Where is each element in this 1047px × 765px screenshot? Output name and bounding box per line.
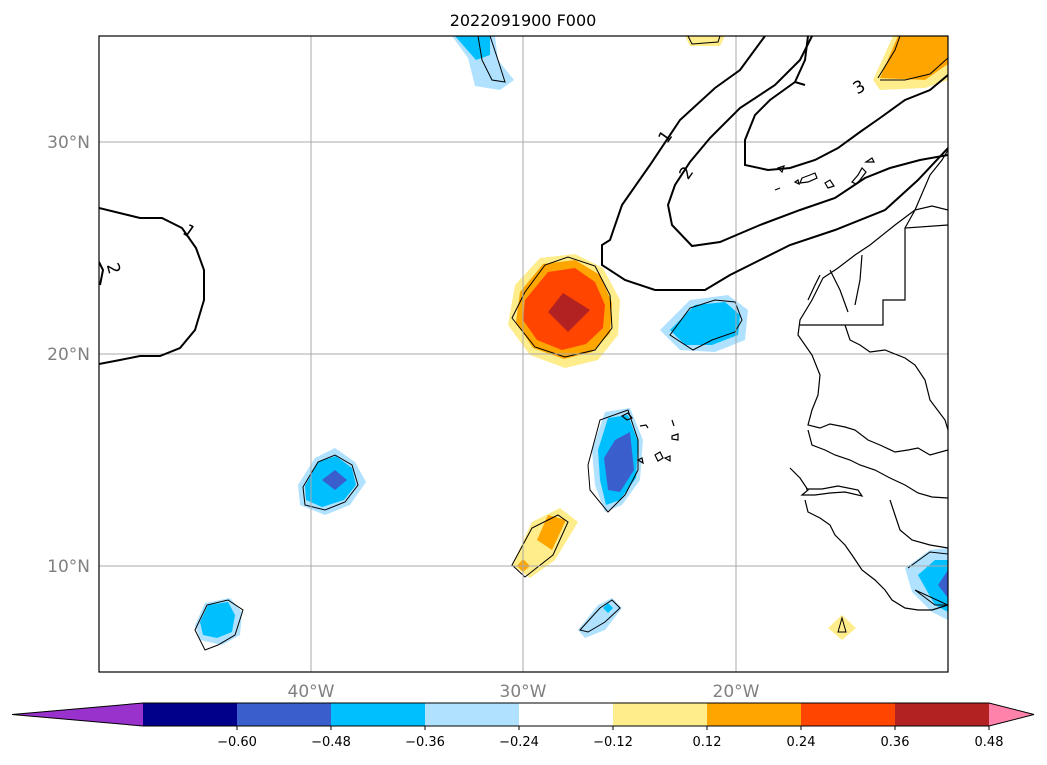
colorbar-tick-label: 0.48 (975, 735, 1004, 750)
colorbar-segment (143, 703, 238, 726)
warm-anomaly-northeast-core (880, 36, 948, 80)
contour-2-east (666, 36, 948, 248)
islands (620, 157, 875, 465)
warm-anomaly-south-core (537, 515, 566, 550)
longitude-labels: 40°W 30°W 20°W (288, 682, 760, 702)
cool-anomaly-east-core (938, 570, 948, 598)
lat-label-30n: 30°N (47, 133, 90, 153)
cool-anomaly-22w-core (670, 302, 740, 345)
colorbar-tick-label: 0.36 (881, 735, 910, 750)
lat-label-20n: 20°N (47, 345, 90, 365)
cool-anomaly-east-mid (918, 560, 948, 612)
lon-label-30w: 30°W (500, 682, 547, 702)
cool-anomaly-25w-core (604, 432, 634, 492)
colorbar-tick-label: −0.60 (217, 735, 257, 750)
colorbar-segment (801, 703, 896, 726)
contour-3-east (744, 36, 948, 172)
shaded-anomalies (195, 36, 948, 645)
colorbar-segment (331, 703, 426, 726)
colorbar-tick-label: −0.24 (499, 735, 539, 750)
colorbar-tick-label: 0.24 (787, 735, 816, 750)
map-title: 2022091900 F000 (450, 11, 597, 30)
cool-anomaly-45w-core (200, 602, 235, 638)
colorbar-tick-label: −0.48 (311, 735, 351, 750)
contour-label-2-west: 2 (102, 261, 124, 277)
colorbar-segment (425, 703, 520, 726)
warm-anomaly-small (828, 615, 856, 640)
cool-anomaly-39w-core (322, 470, 347, 490)
colorbar-tick-label: 0.12 (693, 735, 722, 750)
colorbar-extend-low (12, 703, 143, 726)
graticule (99, 36, 948, 672)
colorbar: −0.60 −0.48 −0.36 −0.24 −0.12 0.12 0.24 0.36 0.4… (11, 702, 1035, 750)
map-frame (98, 35, 949, 673)
lon-label-20w: 20°W (713, 682, 760, 702)
colorbar-segment (237, 703, 332, 726)
coastline-africa (789, 149, 948, 611)
cool-anomaly-26w-dot (603, 603, 613, 613)
latitude-labels: 30°N 20°N 10°N (47, 133, 90, 577)
contour-2-west (99, 261, 105, 286)
colorbar-segment (613, 703, 708, 726)
contour-1-west (99, 207, 205, 365)
colorbar-extend-high (989, 703, 1034, 726)
colorbar-tick-label: −0.36 (405, 735, 445, 750)
colorbar-tick-label: −0.12 (593, 735, 633, 750)
lon-label-40w: 40°W (288, 682, 335, 702)
map-area: 1 2 3 1 2 (99, 36, 948, 672)
contour-1-east (601, 36, 948, 291)
warm-anomaly-core (548, 293, 590, 332)
colorbar-outline (11, 702, 1035, 727)
colorbar-segment (707, 703, 802, 726)
contour-lines (99, 36, 948, 365)
anomaly-outlines (194, 36, 948, 651)
colorbar-segment (895, 703, 990, 726)
lat-label-10n: 10°N (47, 557, 90, 577)
colorbar-segment (519, 703, 614, 726)
